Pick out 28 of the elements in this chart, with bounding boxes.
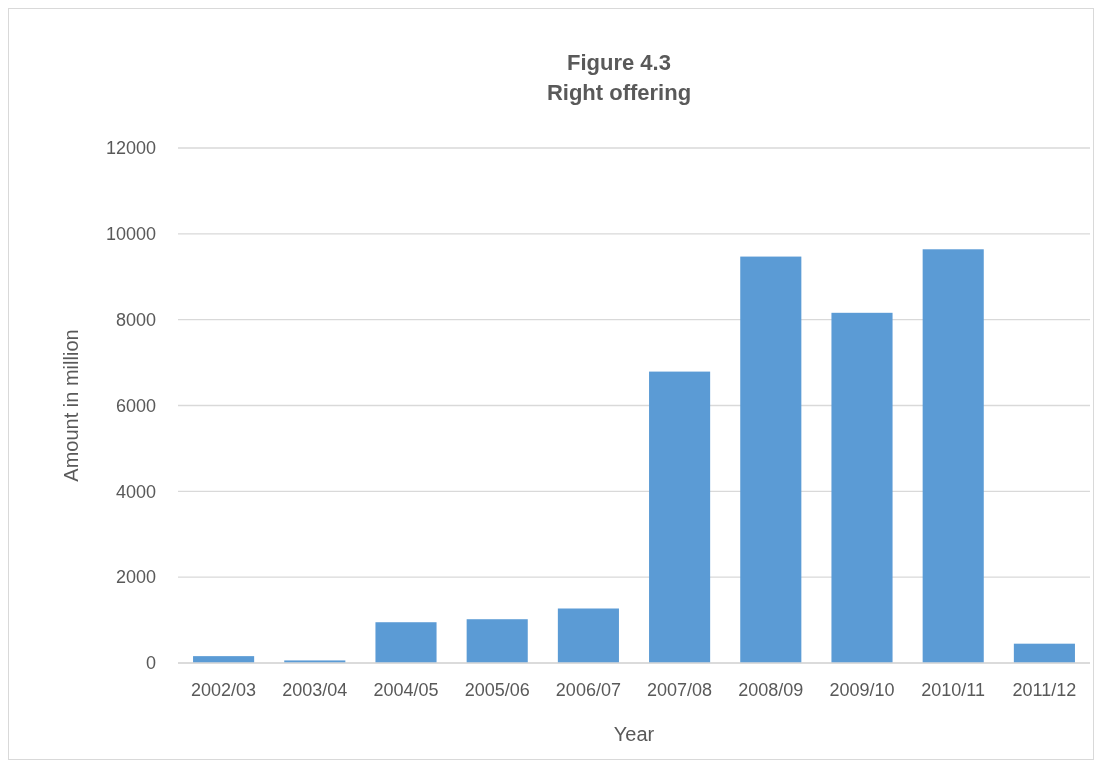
x-tick-label: 2011/12	[1012, 680, 1077, 700]
x-tick-label: 2008/09	[738, 680, 804, 700]
y-tick-label: 10000	[105, 224, 156, 245]
y-tick-label: 0	[145, 653, 156, 674]
y-axis-title: Amount in million	[60, 329, 82, 482]
bar	[831, 312, 893, 663]
x-tick-label: 2003/04	[282, 680, 348, 700]
y-tick-label: 12000	[105, 138, 156, 159]
chart-title: Figure 4.3 Right offering	[546, 50, 692, 105]
bar	[740, 256, 802, 663]
x-tick-label: 2007/08	[647, 680, 713, 700]
x-axis-title: Year	[613, 723, 655, 745]
y-tick-label: 8000	[115, 309, 156, 330]
bar	[649, 371, 711, 663]
y-tick-label: 6000	[115, 395, 156, 416]
bar	[375, 622, 437, 663]
y-tick-label: 2000	[115, 567, 156, 588]
bar	[466, 619, 528, 663]
x-tick-label: 2005/06	[464, 680, 530, 700]
bar	[557, 608, 619, 663]
x-tick-label: 2009/10	[829, 680, 895, 700]
x-tick-label: 2002/03	[191, 680, 257, 700]
x-tick-label: 2006/07	[555, 680, 621, 700]
x-tick-label: 2004/05	[373, 680, 439, 700]
y-tick-label: 4000	[115, 481, 156, 502]
bar	[1013, 643, 1075, 663]
x-tick-label: 2010/11	[921, 680, 986, 700]
bar	[922, 249, 984, 663]
